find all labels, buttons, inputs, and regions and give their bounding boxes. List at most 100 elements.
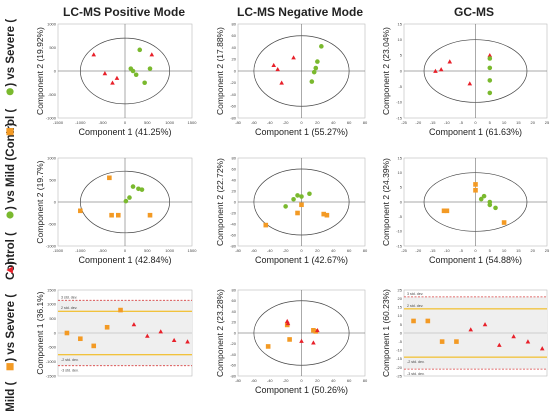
severe-point	[149, 52, 155, 57]
mild-point	[321, 211, 327, 217]
y-tick-label: 0	[54, 199, 57, 204]
y-tick-label: -1000	[46, 243, 57, 248]
std-dev-label: 3 std. dev.	[61, 295, 77, 299]
mild-point	[473, 187, 478, 193]
y-tick-label: 500	[49, 177, 56, 182]
y-tick-label: 60	[232, 166, 237, 171]
y-tick-label: -60	[230, 232, 237, 237]
y-tick-label: -40	[230, 221, 237, 226]
y-tick-label: -60	[230, 363, 237, 368]
control-point	[481, 193, 487, 199]
row-label-text: ) vs Mild (	[5, 157, 17, 210]
mild-point	[311, 328, 316, 333]
y-tick-label: 20	[232, 57, 237, 62]
mild-point	[91, 343, 97, 349]
x-tick-label: -10	[444, 248, 451, 253]
control-point	[307, 191, 312, 197]
y-tick-label: -10	[396, 100, 403, 105]
column-title-lcms-positive: LC-MS Positive Mode	[63, 5, 185, 19]
y-tick-label: -15	[396, 115, 403, 120]
chart-panel-r2c1: -80 -60 -40 -20 0 20 40 60 80 -80 -60 -40 -20 0 20 40 60…	[215, 287, 368, 395]
chart-panel-r2c0: 3 std. dev. 2 std. dev. -2 std. dev. -3 std…	[35, 287, 193, 378]
y-tick-label: 40	[232, 309, 237, 314]
chart-panel-r0c2: -25 -20 -15 -10 -5 0 5 10 15 20 25 -15 -10 -5 0 5 10 15 Co…	[381, 21, 550, 137]
y-axis-label: Component 2 (23.04%)	[381, 27, 391, 115]
y-axis-label: Component 1 (36.1%)	[35, 291, 45, 374]
x-tick-label: -1000	[75, 120, 86, 125]
y-tick-label: 20	[232, 320, 237, 325]
x-tick-label: -40	[267, 248, 274, 253]
chart-panel-r0c1: -80 -60 -40 -20 0 20 40 60 80 -80 -60 -40 -20 0 20 40 60…	[215, 21, 368, 137]
y-tick-label: -80	[230, 115, 237, 120]
y-tick-label: 80	[232, 155, 237, 160]
x-axis-label: Component 1 (54.88%)	[429, 255, 522, 265]
severe-point	[315, 328, 320, 333]
x-tick-label: 10	[502, 120, 507, 125]
x-tick-label: -10	[444, 120, 451, 125]
severe-point	[511, 334, 516, 339]
y-tick-label: 0	[400, 68, 403, 73]
x-tick-label: -15	[430, 120, 437, 125]
mild-point	[265, 344, 271, 349]
x-axis-label: Component 1 (61.63%)	[429, 127, 522, 137]
severe-point	[131, 322, 137, 327]
severe-point	[102, 71, 108, 76]
y-tick-label: -25	[396, 373, 403, 378]
y-axis-label: Component 1 (60.23%)	[381, 289, 391, 377]
y-tick-label: 20	[232, 188, 237, 193]
y-tick-label: 0	[54, 330, 57, 335]
mild-point	[501, 220, 507, 225]
x-tick-label: 15	[516, 120, 521, 125]
x-tick-label: -1500	[53, 248, 64, 253]
mild-point	[439, 339, 445, 344]
x-tick-label: -20	[283, 378, 290, 383]
mild-point	[299, 202, 304, 208]
x-tick-label: 60	[347, 378, 352, 383]
y-tick-label: -10	[396, 229, 403, 234]
y-tick-label: 20	[398, 296, 403, 301]
severe-point	[145, 333, 150, 338]
y-tick-label: -500	[48, 221, 57, 226]
control-point	[311, 69, 317, 75]
y-tick-label: 80	[232, 287, 237, 292]
severe-point	[447, 59, 453, 64]
y-tick-label: -500	[48, 92, 57, 97]
x-tick-label: -20	[283, 120, 290, 125]
y-tick-label: 15	[398, 305, 403, 310]
x-tick-label: 1000	[165, 120, 175, 125]
control-point	[487, 65, 493, 71]
std-dev-label: 3 std. dev.	[407, 292, 423, 296]
x-tick-label: 5	[489, 120, 492, 125]
x-axis-label: Component 1 (42.67%)	[255, 255, 348, 265]
y-tick-label: 1500	[47, 287, 57, 292]
x-tick-label: 25	[545, 248, 550, 253]
x-tick-label: -25	[401, 248, 408, 253]
std-dev-label: 2 std. dev.	[407, 304, 423, 308]
severe-point	[279, 80, 284, 85]
green-circle-icon	[6, 88, 14, 96]
control-point	[487, 202, 493, 208]
control-point	[493, 205, 498, 211]
y-tick-label: 5	[400, 53, 403, 58]
mild-point	[118, 307, 123, 313]
y-tick-label: 500	[49, 45, 56, 50]
x-tick-label: -80	[235, 120, 242, 125]
mild-point	[441, 208, 447, 214]
x-tick-label: 0	[474, 248, 477, 253]
x-tick-label: 25	[545, 120, 550, 125]
y-tick-label: 40	[232, 45, 237, 50]
x-tick-label: 40	[331, 378, 336, 383]
x-axis-label: Component 1 (50.26%)	[255, 385, 348, 395]
y-tick-label: 0	[400, 199, 403, 204]
y-axis-label: Component 2 (19.92%)	[35, 27, 45, 115]
control-point	[136, 186, 141, 192]
x-tick-label: 5	[489, 248, 492, 253]
control-point	[147, 66, 153, 71]
y-tick-label: -5	[398, 84, 402, 89]
x-axis-label: Component 1 (55.27%)	[255, 127, 348, 137]
y-tick-label: -60	[230, 104, 237, 109]
x-tick-label: -80	[235, 248, 242, 253]
mild-point	[147, 212, 153, 218]
mild-point	[78, 208, 83, 214]
